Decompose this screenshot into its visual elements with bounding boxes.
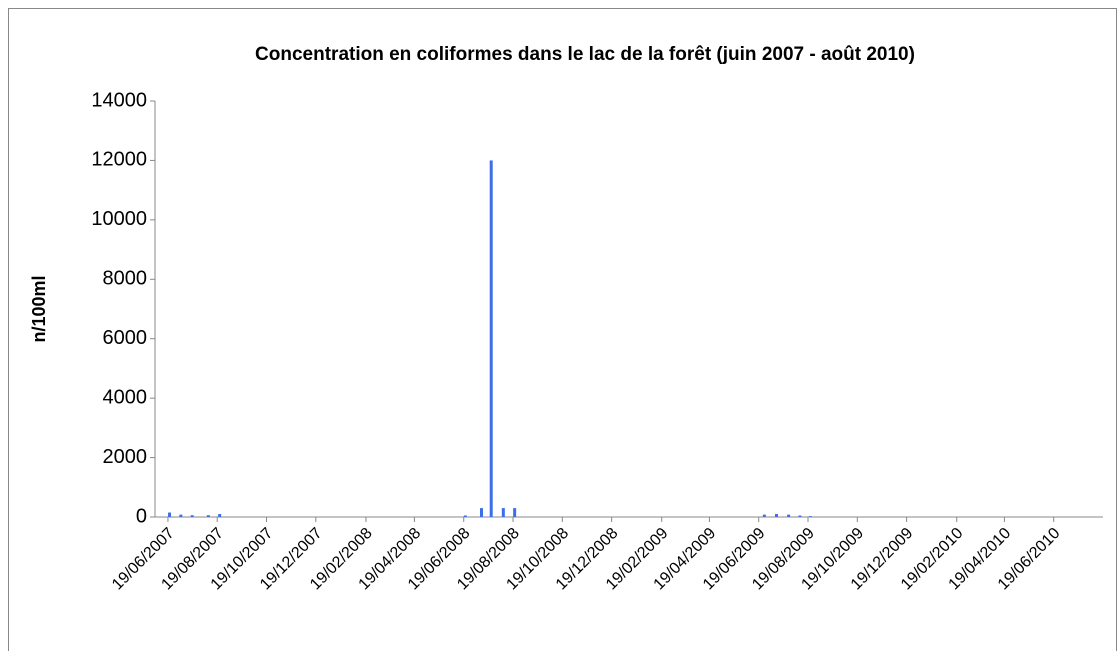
bar [774, 514, 778, 517]
bar [218, 514, 222, 517]
bar [463, 515, 467, 517]
bar [798, 515, 802, 517]
y-tick-label: 2000 [103, 446, 148, 468]
bar [513, 508, 517, 517]
bar [787, 514, 791, 517]
bar [808, 516, 812, 517]
bar [480, 508, 484, 517]
y-tick-label: 4000 [103, 386, 148, 408]
bar [179, 514, 183, 517]
y-tick-label: 6000 [103, 327, 148, 349]
bar [190, 515, 194, 517]
bar [762, 514, 766, 517]
bar [489, 160, 493, 517]
bar [501, 508, 505, 517]
bar [168, 512, 172, 517]
chart-title: Concentration en coliformes dans le lac … [255, 44, 915, 65]
y-tick-label: 8000 [103, 268, 148, 290]
chart-frame [8, 8, 1117, 651]
y-tick-label: 14000 [91, 89, 147, 111]
y-tick-label: 12000 [91, 149, 147, 171]
y-tick-label: 10000 [91, 208, 147, 230]
y-tick-label: 0 [136, 505, 147, 527]
bar [206, 515, 210, 517]
y-axis-label: n/100ml [29, 275, 49, 342]
